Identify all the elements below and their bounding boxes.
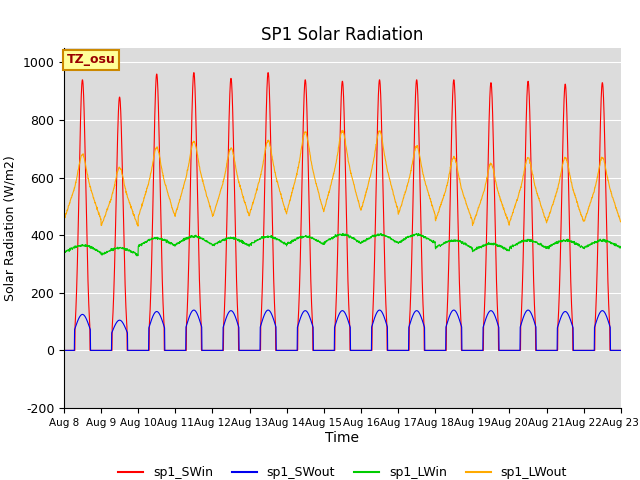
sp1_LWin bbox=[505, 248, 513, 253]
sp1_LWout bbox=[339, 128, 347, 133]
Line: sp1_SWin: sp1_SWin bbox=[64, 72, 621, 350]
Text: TZ_osu: TZ_osu bbox=[67, 53, 116, 66]
Line: sp1_SWout: sp1_SWout bbox=[64, 310, 621, 350]
Y-axis label: Solar Radiation (W/m2): Solar Radiation (W/m2) bbox=[4, 155, 17, 301]
sp1_SWin bbox=[584, 348, 591, 353]
sp1_SWout bbox=[584, 348, 591, 353]
sp1_SWin bbox=[190, 70, 198, 75]
sp1_SWout bbox=[190, 307, 198, 313]
sp1_LWin bbox=[359, 240, 367, 245]
sp1_LWout bbox=[216, 192, 223, 197]
sp1_LWout bbox=[568, 182, 576, 188]
sp1_LWin bbox=[617, 244, 625, 250]
sp1_LWin bbox=[60, 249, 68, 254]
sp1_SWout bbox=[216, 348, 223, 353]
sp1_LWin bbox=[371, 232, 379, 238]
sp1_SWout bbox=[371, 314, 379, 320]
sp1_LWin bbox=[216, 239, 223, 244]
sp1_LWout bbox=[371, 148, 379, 154]
Line: sp1_LWout: sp1_LWout bbox=[64, 131, 621, 226]
sp1_LWin bbox=[584, 242, 591, 248]
sp1_LWin bbox=[568, 240, 576, 245]
sp1_SWout bbox=[568, 321, 575, 327]
sp1_LWin bbox=[133, 253, 141, 259]
X-axis label: Time: Time bbox=[325, 431, 360, 444]
sp1_LWin bbox=[339, 231, 346, 237]
Line: sp1_LWin: sp1_LWin bbox=[64, 234, 621, 256]
sp1_LWout bbox=[617, 219, 625, 225]
sp1_SWin bbox=[216, 348, 223, 353]
sp1_SWin bbox=[568, 308, 575, 314]
sp1_SWin bbox=[617, 348, 625, 353]
sp1_SWout bbox=[617, 348, 625, 353]
sp1_SWin bbox=[359, 348, 367, 353]
sp1_SWin bbox=[371, 248, 379, 254]
sp1_SWin bbox=[504, 348, 512, 353]
sp1_LWout bbox=[60, 215, 68, 221]
sp1_LWout bbox=[505, 219, 513, 225]
sp1_SWout bbox=[504, 348, 512, 353]
Title: SP1 Solar Radiation: SP1 Solar Radiation bbox=[261, 25, 424, 44]
sp1_LWout bbox=[584, 209, 591, 215]
sp1_SWin bbox=[60, 348, 68, 353]
sp1_LWout bbox=[134, 223, 142, 229]
sp1_SWout bbox=[359, 348, 367, 353]
Legend: sp1_SWin, sp1_SWout, sp1_LWin, sp1_LWout: sp1_SWin, sp1_SWout, sp1_LWin, sp1_LWout bbox=[113, 461, 572, 480]
sp1_SWout bbox=[60, 348, 68, 353]
sp1_LWout bbox=[359, 202, 367, 207]
